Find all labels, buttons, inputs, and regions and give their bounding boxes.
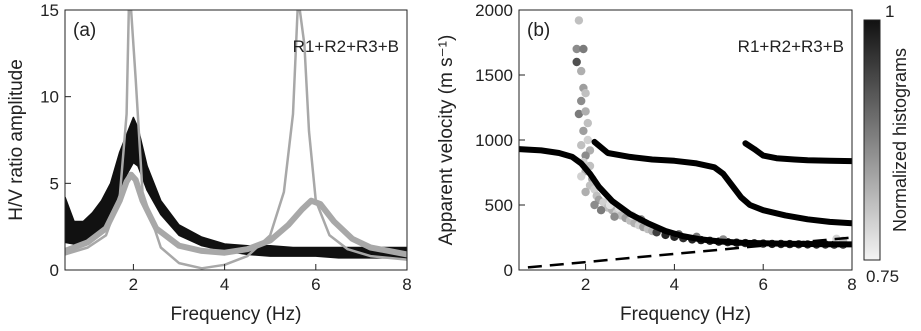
- scatter-point: [579, 126, 588, 136]
- x-tick-label: 4: [220, 275, 229, 294]
- panel-b: 2 4 6 8 0 500 1000 1500 2000 (b) R1+R2+R3+B Freq…: [436, 1, 857, 325]
- y-tick-label: 500: [485, 196, 513, 215]
- panel-b-x-axis-label: Frequency (Hz): [620, 304, 751, 325]
- y-tick-label: 10: [40, 88, 59, 107]
- y-tick-label: 0: [504, 261, 513, 280]
- scatter-point: [583, 135, 592, 145]
- scatter-point: [577, 96, 586, 106]
- scatter-point: [577, 172, 586, 181]
- panel-a-label: (a): [73, 20, 96, 41]
- scatter-point: [577, 141, 586, 150]
- series-line-1: [591, 138, 852, 227]
- colorbar-title: Normalized histograms: [890, 48, 910, 232]
- colorbar-max-label: 1: [885, 2, 894, 21]
- panel-a-annotation: R1+R2+R3+B: [293, 37, 399, 56]
- scatter-point: [590, 200, 599, 210]
- scatter-point: [577, 66, 586, 76]
- scatter-point: [583, 118, 592, 128]
- x-tick-label: 2: [581, 275, 590, 294]
- scatter-point: [574, 16, 584, 25]
- panel-b-label: (b): [527, 20, 550, 41]
- x-tick-label: 6: [758, 275, 767, 294]
- y-tick-label: 15: [40, 1, 59, 20]
- colorbar: 1 0.75 Normalized histograms: [863, 2, 910, 286]
- x-tick-label: 6: [311, 275, 320, 294]
- panel-a-frame: [64, 9, 408, 271]
- y-tick-label: 1000: [475, 131, 513, 150]
- panel-a: 2 4 6 8 0 5 10 15 (a) R1+R2+R3+B Frequency (Hz)…: [6, 1, 412, 325]
- scatter-point: [581, 107, 590, 116]
- scatter-point: [572, 57, 581, 67]
- x-tick-label: 8: [402, 275, 411, 294]
- scatter-point: [572, 44, 581, 54]
- panel-b-ticks: 2 4 6 8 0 500 1000 1500 2000: [475, 1, 857, 294]
- scatter-point: [579, 44, 588, 54]
- panel-a-ticks: 2 4 6 8 0 5 10 15: [40, 1, 412, 294]
- scatter-point: [574, 109, 584, 119]
- x-tick-label: 2: [129, 275, 138, 294]
- scatter-point: [610, 212, 619, 221]
- x-tick-label: 4: [670, 275, 679, 294]
- series-line-3: [527, 236, 852, 269]
- panel-b-annotation: R1+R2+R3+B: [738, 37, 844, 56]
- y-tick-label: 1500: [475, 66, 513, 85]
- scatter-point: [581, 151, 590, 160]
- y-tick-label: 0: [50, 261, 59, 280]
- panel-b-y-axis-label: Apparent velocity (m s⁻¹): [436, 35, 457, 246]
- panel-a-x-axis-label: Frequency (Hz): [171, 304, 302, 325]
- scatter-point: [581, 89, 590, 98]
- panel-a-y-axis-label: H/V ratio amplitude: [6, 59, 27, 221]
- scatter-point: [581, 187, 590, 197]
- scatter-point: [596, 206, 606, 215]
- y-tick-label: 5: [50, 174, 59, 193]
- series-line-1: [65, 10, 407, 270]
- panel-b-plot-area: [519, 16, 852, 269]
- y-tick-label: 2000: [475, 1, 513, 20]
- series-line-2: [65, 171, 407, 258]
- series-line-2: [742, 140, 852, 165]
- colorbar-min-label: 0.75: [866, 267, 899, 286]
- panel-a-plot-area: [65, 10, 407, 270]
- series-band-0: [65, 116, 407, 259]
- x-tick-label: 8: [847, 275, 856, 294]
- colorbar-gradient: [863, 19, 881, 261]
